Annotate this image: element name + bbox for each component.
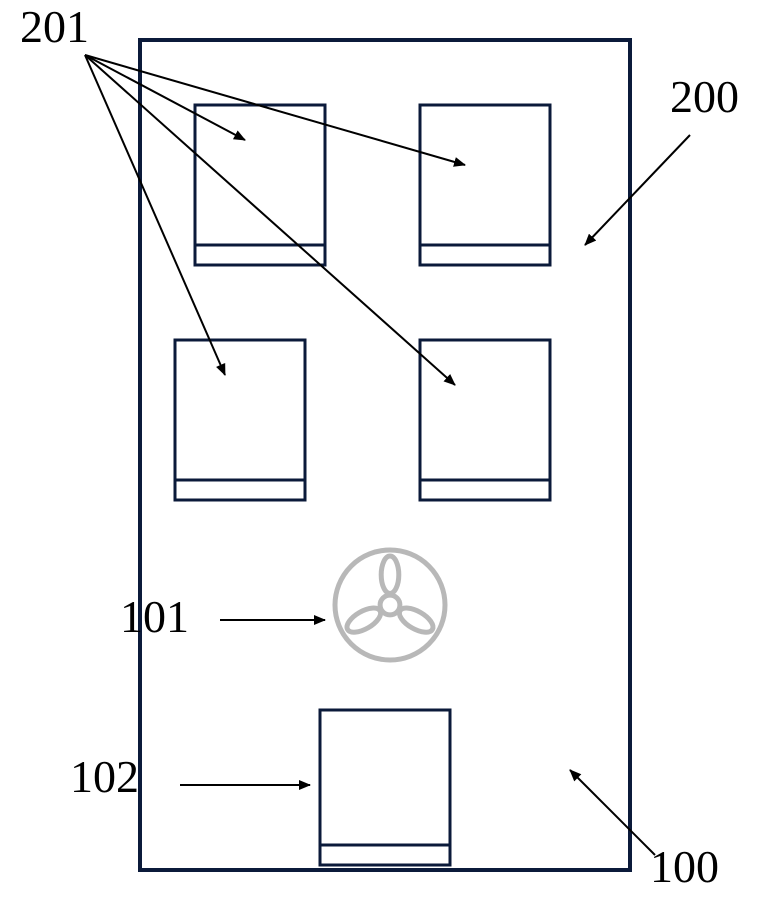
steering-wheel-icon xyxy=(335,550,445,660)
label-201: 201 xyxy=(20,0,89,53)
seat-driver xyxy=(320,710,450,865)
seat-tl xyxy=(195,105,325,265)
outer-box xyxy=(140,40,630,870)
seat-tr xyxy=(420,105,550,265)
seat-mr xyxy=(420,340,550,500)
a-100 xyxy=(570,770,655,855)
label-200: 200 xyxy=(670,70,739,123)
a-200 xyxy=(585,135,690,245)
label-100: 100 xyxy=(650,840,719,893)
seat-ml xyxy=(175,340,305,500)
a-201-ml xyxy=(85,55,225,375)
label-102: 102 xyxy=(70,750,139,803)
label-101: 101 xyxy=(120,590,189,643)
